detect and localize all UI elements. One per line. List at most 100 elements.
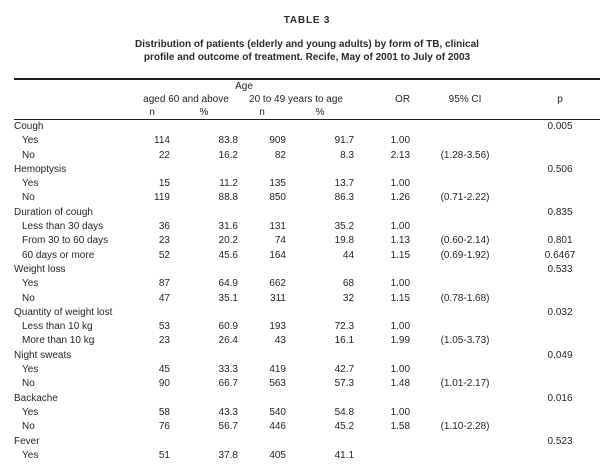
cell-ci [410,177,520,191]
table-header: Age aged 60 and above 20 to 49 years to … [14,79,601,120]
cell-n-elderly: 90 [158,378,170,390]
table-subtitle: Distribution of patients (elderly and yo… [72,39,542,64]
table-number-title: TABLE 3 [283,15,331,26]
cell-n-young [238,206,286,220]
table-row: Cough 0.005 [14,120,600,135]
cell-pct-elderly: 56.7 [218,421,238,433]
cell-ci [410,349,520,363]
cell-pct-elderly [170,435,238,449]
row-label: Hemoptysis [14,163,67,175]
cell-pct-young: 44 [342,249,355,261]
cell-ci: (0.71-2.22) [440,192,490,204]
table-row: Yes 58 43.3 540 54.8 1.00 [14,406,600,420]
cell-p: 0.016 [547,392,573,404]
cell-pct-elderly [170,349,238,363]
table-row: Hemoptysis 0.506 [14,163,600,177]
cell-or: 1.00 [390,135,411,147]
cell-n-young: 446 [269,421,286,433]
row-label: Less than 30 days [22,221,104,233]
cell-n-elderly: 51 [158,449,170,461]
cell-p: 0.533 [547,263,573,275]
cell-pct-elderly: 31.6 [218,221,238,233]
cell-pct-young: 68 [342,278,355,290]
cell-pct-young [286,120,354,135]
cell-p [520,220,600,234]
header-ci: 95% CI [448,94,482,105]
row-label: More than 10 kg [22,335,95,347]
cell-pct-elderly [170,163,238,177]
cell-pct-elderly: 26.4 [218,335,238,347]
cell-p [520,449,600,463]
cell-pct-young: 13.7 [334,178,355,190]
cell-n-young [238,392,286,406]
cell-n-young [238,349,286,363]
cell-ci [410,449,520,463]
cell-pct-young: 54.8 [334,406,355,418]
cell-pct-young [286,206,354,220]
cell-ci [410,277,520,291]
cell-p [520,134,600,148]
cell-pct-young: 35.2 [334,221,355,233]
cell-n-elderly: 76 [158,421,170,433]
cell-pct-elderly [170,392,238,406]
cell-p [520,377,600,391]
cell-n-young [238,306,286,320]
cell-p: 0.049 [547,349,573,361]
cell-pct-young: 41.1 [334,449,355,461]
row-label: Duration of cough [14,206,93,218]
cell-n-young [238,120,286,135]
header-spacer [14,106,134,120]
cell-p [520,363,600,377]
cell-pct-young [286,435,354,449]
cell-or [354,435,410,449]
cell-n-elderly: 36 [158,221,170,233]
header-n-elderly: n [149,107,155,118]
row-label: Fever [14,435,40,447]
cell-or: 1.00 [390,221,411,233]
row-label: Night sweats [14,349,72,361]
cell-n-elderly: 114 [154,135,170,147]
cell-pct-elderly: 60.9 [218,321,238,333]
table-row: No 119 88.8 850 86.3 1.26 (0.71-2.22) [14,191,600,205]
cell-or [354,163,410,177]
row-label: Weight loss [14,263,66,275]
row-label: Quantity of weight lost [14,306,113,318]
header-n-young: n [259,107,265,118]
cell-or: 1.15 [390,292,411,304]
cell-or: 1.58 [390,421,411,433]
cell-n-young [238,163,286,177]
row-label: Yes [22,135,39,147]
table-row: Yes 15 11.2 135 13.7 1.00 [14,177,600,191]
table-row: Duration of cough 0.835 [14,206,600,220]
row-label: Yes [22,406,39,418]
cell-p: 0.506 [547,163,573,175]
cell-p [520,191,600,205]
cell-ci [410,363,520,377]
cell-or: 1.15 [390,249,411,261]
cell-ci [410,134,520,148]
cell-or [354,449,410,463]
cell-n-elderly [134,120,170,135]
table-body: Cough 0.005 Yes 114 83.8 909 91.7 1.00 N… [14,120,600,464]
cell-pct-young: 86.3 [334,192,355,204]
cell-ci: (0.69-1.92) [440,249,490,261]
cell-or: 1.00 [390,364,411,376]
cell-pct-elderly [170,306,238,320]
row-label: No [22,149,35,161]
row-label: No [22,292,35,304]
cell-ci [410,220,520,234]
cell-ci [410,206,520,220]
table-row: No 22 16.2 82 8.3 2.13 (1.28-3.56) [14,149,600,163]
table-row: 60 days or more 52 45.6 164 44 1.15 (0.6… [14,249,600,263]
data-table: Age aged 60 and above 20 to 49 years to … [14,78,601,464]
cell-or: 1.00 [390,406,411,418]
cell-p: 0.523 [547,435,573,447]
cell-n-young: 74 [274,235,286,247]
cell-p [520,334,600,348]
row-label: Cough [14,121,44,132]
cell-pct-elderly [170,206,238,220]
cell-ci: (1.10-2.28) [440,421,490,433]
row-label: No [22,421,35,433]
cell-n-elderly: 23 [158,235,170,247]
cell-n-young: 909 [269,135,286,147]
